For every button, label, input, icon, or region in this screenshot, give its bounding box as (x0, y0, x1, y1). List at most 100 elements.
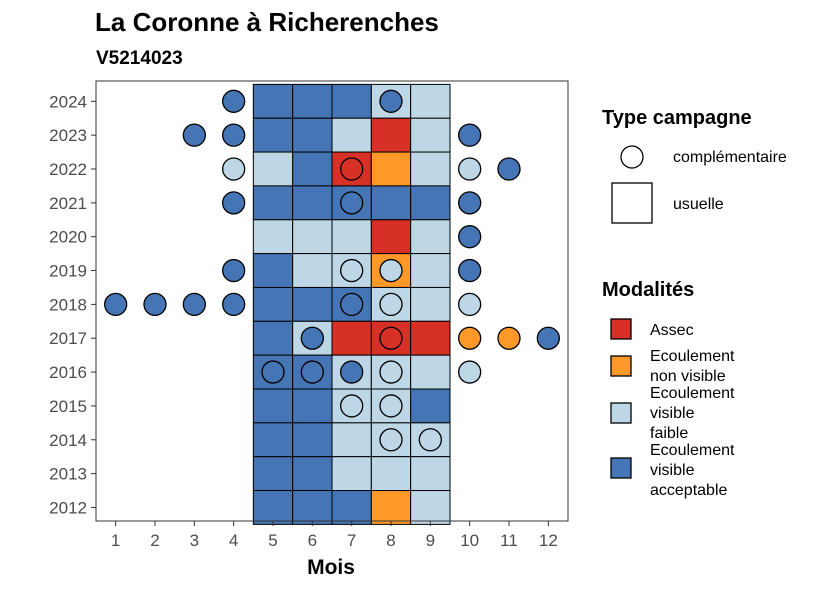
tile-2023-5 (252, 117, 294, 153)
tile-2018-5 (252, 286, 294, 322)
point-2018-4 (222, 292, 246, 317)
tile-2015-6 (292, 388, 333, 424)
point-2019-4 (222, 258, 246, 283)
tile-2020-9 (410, 219, 451, 255)
tile-2015-9 (410, 388, 451, 424)
point-2022-7 (340, 157, 364, 181)
x-tick-label: 12 (539, 531, 558, 550)
tile-2017-9 (410, 320, 451, 356)
tile-2019-9 (410, 253, 451, 288)
legend-key-ecoulement-visible-faible (610, 402, 632, 424)
point-2014-8 (379, 428, 403, 452)
point-2015-8 (379, 394, 403, 418)
x-tick-label: 9 (426, 531, 435, 550)
tile-2020-8 (370, 219, 412, 255)
tile-2014-7 (331, 422, 372, 458)
tile-2022-8 (370, 151, 412, 187)
point-2021-7 (340, 191, 364, 215)
legend-modality-label: Ecoulement (650, 348, 735, 365)
tile-2016-9 (410, 354, 451, 390)
tile-2020-7 (331, 219, 372, 255)
tile-2021-8 (370, 185, 412, 221)
legend-modality-title: Modalités (602, 279, 694, 301)
point-2018-10 (458, 292, 482, 317)
tile-2023-6 (292, 117, 333, 153)
y-tick-label: 2015 (49, 397, 87, 416)
tile-2024-7 (331, 83, 372, 119)
chart-subtitle: V5214023 (96, 48, 183, 69)
tile-2014-6 (292, 422, 333, 458)
point-2016-5 (261, 360, 285, 384)
tile-2023-8 (370, 117, 412, 153)
legend-circle-key (620, 145, 644, 169)
tile-2022-5 (252, 151, 294, 187)
y-tick-label: 2019 (49, 262, 87, 281)
point-2019-7 (340, 258, 364, 283)
point-2017-11 (497, 326, 521, 350)
tile-2017-7 (331, 320, 372, 356)
point-2016-6 (300, 360, 324, 384)
x-tick-label: 5 (268, 531, 277, 550)
tile-2013-9 (410, 456, 451, 492)
x-tick-label: 4 (229, 531, 238, 550)
point-2023-3 (182, 123, 206, 147)
chart-title: La Coronne à Richerenches (95, 7, 439, 37)
tile-2015-5 (252, 388, 294, 424)
x-tick-label: 7 (347, 531, 356, 550)
point-2017-6 (300, 326, 324, 350)
x-tick-label: 6 (308, 531, 317, 550)
tile-2013-8 (370, 456, 412, 492)
tile-2018-6 (292, 286, 333, 322)
tile-2022-6 (292, 151, 333, 187)
point-2017-10 (458, 326, 482, 350)
y-tick-label: 2014 (49, 431, 87, 450)
legend-modality-label: Assec (650, 322, 694, 339)
legend-type-campagne: Type campagne complémentaire usuelle (602, 107, 787, 224)
tile-2024-9 (410, 83, 451, 119)
x-axis: 1 2 3 4 5 6 7 8 9 10 11 12 (111, 521, 558, 550)
y-tick-label: 2012 (49, 498, 87, 517)
y-tick-label: 2023 (49, 126, 87, 145)
legend-campaign-title: Type campagne (602, 107, 752, 129)
tile-2021-5 (252, 185, 294, 221)
legend-modality-label: Ecoulement (650, 385, 735, 402)
tile-2014-5 (252, 422, 294, 458)
y-tick-label: 2013 (49, 465, 87, 484)
x-axis-title: Mois (307, 556, 355, 579)
tile-2012-5 (252, 490, 294, 525)
tile-2019-6 (292, 253, 333, 288)
legend-key-ecoulement-visible-acceptable (610, 457, 632, 479)
y-tick-label: 2020 (49, 228, 87, 247)
tile-2018-9 (410, 286, 451, 322)
tile-2012-7 (331, 490, 372, 525)
point-2023-4 (222, 123, 246, 147)
point-2020-10 (458, 225, 482, 249)
tile-2012-8 (370, 490, 412, 525)
y-tick-label: 2016 (49, 363, 87, 382)
point-2017-12 (536, 326, 560, 350)
point-2016-7 (340, 360, 364, 384)
y-tick-label: 2021 (49, 194, 87, 213)
point-2018-8 (379, 292, 403, 317)
legend-key-ecoulement-non-visible (610, 355, 632, 377)
x-tick-label: 11 (500, 531, 518, 550)
x-tick-label: 10 (460, 531, 479, 550)
tile-2021-9 (410, 185, 451, 221)
point-2019-10 (458, 258, 482, 283)
tile-2013-6 (292, 456, 333, 492)
point-2014-9 (418, 428, 442, 452)
tile-2023-7 (331, 117, 372, 153)
legend-modality-label: faible (650, 425, 688, 442)
x-tick-label: 1 (111, 531, 120, 550)
tile-2020-6 (292, 219, 333, 255)
point-2019-8 (379, 258, 403, 283)
legend-modality-label: Ecoulement (650, 442, 735, 459)
point-2018-7 (340, 292, 364, 317)
tile-2012-9 (410, 490, 451, 525)
y-axis: 2012 2013 2014 2015 2016 2017 2018 2019 2020 2021… (49, 92, 96, 517)
legend-modality-label: non visible (650, 368, 726, 385)
x-tick-label: 2 (150, 531, 159, 550)
tile-2017-5 (252, 320, 294, 356)
